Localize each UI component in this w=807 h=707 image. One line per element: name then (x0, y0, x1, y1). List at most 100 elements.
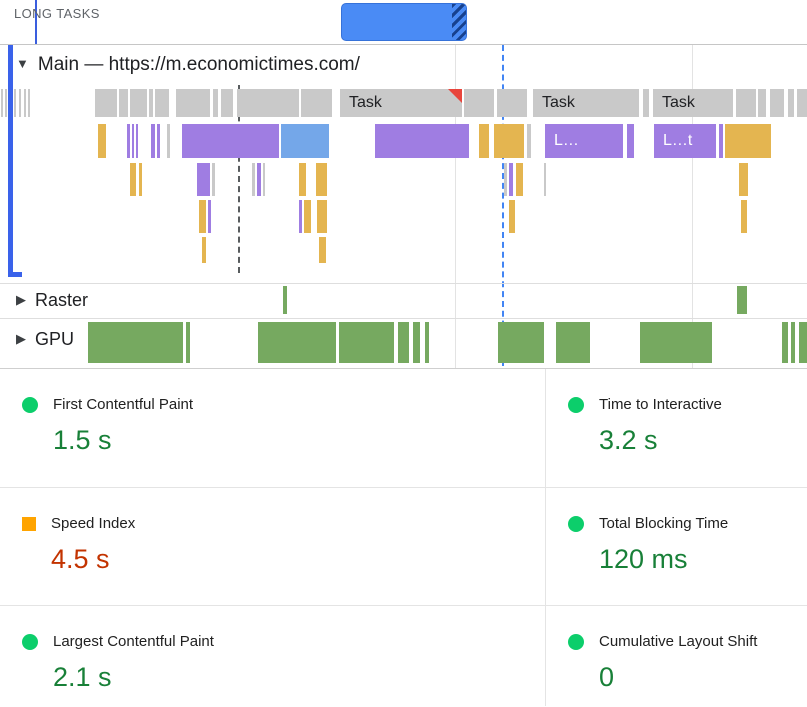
flame-bar[interactable] (127, 124, 130, 158)
good-status-dot-icon (568, 397, 584, 413)
flame-bar[interactable] (770, 89, 784, 117)
flame-bar[interactable] (24, 89, 26, 117)
flame-bar[interactable] (139, 163, 142, 196)
flame-bar[interactable] (130, 163, 136, 196)
flame-bar[interactable] (283, 286, 287, 314)
flame-bar[interactable] (425, 322, 429, 363)
flame-bar[interactable] (299, 163, 306, 196)
flame-bar[interactable] (527, 124, 531, 158)
flame-bar[interactable] (741, 200, 747, 233)
flame-bar[interactable] (132, 124, 134, 158)
task-bar[interactable]: L…t (654, 124, 716, 158)
task-bar[interactable]: Task (653, 89, 733, 117)
flame-bar[interactable] (197, 163, 210, 196)
flame-bar[interactable] (797, 89, 807, 117)
chevron-right-icon[interactable]: ▶ (16, 292, 26, 307)
flame-bar[interactable] (497, 89, 527, 117)
flame-bar[interactable] (788, 89, 794, 117)
flame-bar[interactable] (252, 163, 255, 196)
flame-bar[interactable] (202, 237, 206, 263)
flame-bar[interactable] (119, 89, 128, 117)
flame-bar[interactable] (640, 322, 712, 363)
flame-bar[interactable] (208, 200, 211, 233)
flame-bar[interactable] (736, 89, 756, 117)
flame-bar[interactable] (157, 124, 160, 158)
flame-bar[interactable] (544, 163, 546, 196)
flame-bar[interactable] (304, 200, 311, 233)
flame-bar[interactable] (317, 200, 327, 233)
flame-bar[interactable] (758, 89, 766, 117)
flame-bar[interactable] (509, 163, 513, 196)
flame-bar[interactable] (398, 322, 409, 363)
flame-bar[interactable] (556, 322, 590, 363)
flame-bar[interactable] (95, 89, 117, 117)
flame-bar[interactable] (151, 124, 155, 158)
chevron-right-icon[interactable]: ▶ (16, 331, 26, 346)
flame-bar[interactable] (176, 89, 210, 117)
flame-bar[interactable] (1, 89, 3, 117)
flame-bar[interactable] (149, 89, 153, 117)
flame-bar[interactable] (155, 89, 169, 117)
bar-label: Task (349, 94, 382, 111)
flame-bar[interactable] (413, 322, 420, 363)
flame-bar[interactable] (182, 124, 279, 158)
flame-bar[interactable] (213, 89, 218, 117)
flame-bar[interactable] (199, 200, 206, 233)
task-bar[interactable]: Task (533, 89, 639, 117)
flame-bar[interactable] (627, 124, 634, 158)
track-divider (0, 283, 807, 284)
track-header-raster[interactable]: ▶ Raster (16, 290, 88, 311)
good-status-dot-icon (568, 516, 584, 532)
flame-bar[interactable] (719, 124, 723, 158)
flame-bar[interactable] (319, 237, 326, 263)
flame-bar[interactable] (339, 322, 394, 363)
long-tasks-overlay-strip: LONG TASKS (0, 0, 807, 45)
flame-bar[interactable] (782, 322, 788, 363)
flame-bar[interactable] (186, 322, 190, 363)
flame-bar[interactable] (136, 124, 138, 158)
flame-bar[interactable] (14, 89, 16, 117)
good-status-dot-icon (22, 397, 38, 413)
gpu-track-title: GPU (35, 329, 75, 349)
flame-bar[interactable] (301, 89, 332, 117)
flame-bar[interactable] (167, 124, 170, 158)
flame-bar[interactable] (299, 200, 302, 233)
track-header-main[interactable]: ▼ Main — https://m.economictimes.com/ (16, 54, 360, 76)
long-task-range-pill[interactable] (341, 3, 467, 41)
flame-bar[interactable] (504, 163, 507, 196)
flame-bar[interactable] (737, 286, 747, 314)
flame-bar[interactable] (464, 89, 494, 117)
long-task-warning-icon (448, 89, 462, 103)
flame-bar[interactable] (88, 322, 183, 363)
flame-bar[interactable] (257, 163, 261, 196)
flame-bar[interactable] (643, 89, 649, 117)
flame-chart-timeline[interactable]: ▼ Main — https://m.economictimes.com/ Tas… (0, 45, 807, 368)
good-status-dot-icon (568, 634, 584, 650)
flame-bar[interactable] (5, 89, 7, 117)
flame-bar[interactable] (799, 322, 807, 363)
track-header-gpu[interactable]: ▶ GPU (16, 329, 74, 350)
task-bar[interactable]: Task (340, 89, 462, 117)
flame-bar[interactable] (791, 322, 795, 363)
flame-bar[interactable] (221, 89, 233, 117)
flame-bar[interactable] (212, 163, 215, 196)
flame-bar[interactable] (375, 124, 469, 158)
flame-bar[interactable] (130, 89, 147, 117)
flame-bar[interactable] (258, 322, 336, 363)
flame-bar[interactable] (19, 89, 21, 117)
flame-bar[interactable] (98, 124, 106, 158)
flame-bar[interactable] (516, 163, 523, 196)
flame-bar[interactable] (28, 89, 30, 117)
flame-bar[interactable] (494, 124, 524, 158)
flame-bar[interactable] (509, 200, 515, 233)
chevron-down-icon[interactable]: ▼ (16, 56, 29, 71)
flame-bar[interactable] (263, 163, 265, 196)
flame-bar[interactable] (316, 163, 327, 196)
flame-bar[interactable] (725, 124, 771, 158)
flame-bar[interactable] (237, 89, 299, 117)
flame-bar[interactable] (498, 322, 544, 363)
flame-bar[interactable] (281, 124, 329, 158)
task-bar[interactable]: L… (545, 124, 623, 158)
flame-bar[interactable] (739, 163, 748, 196)
flame-bar[interactable] (479, 124, 489, 158)
